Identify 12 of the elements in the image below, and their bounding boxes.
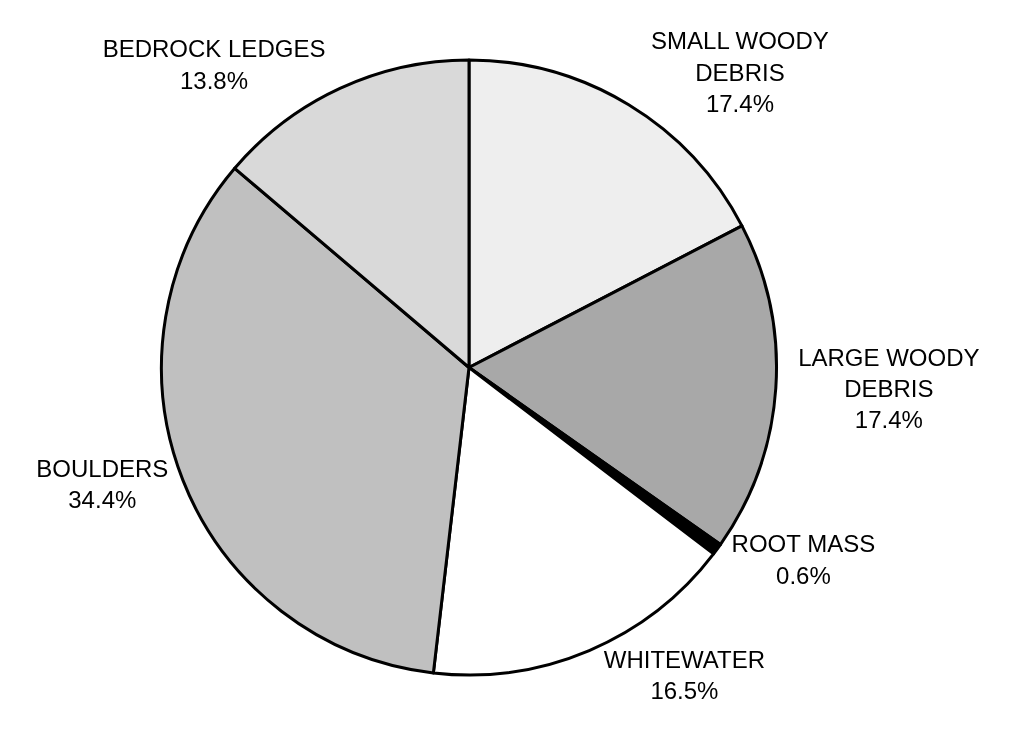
slice-label: BEDROCK LEDGES bbox=[102, 35, 326, 63]
slice-label: LARGE WOODY DEBRIS bbox=[798, 343, 980, 402]
data-label: 34.4% bbox=[68, 486, 137, 514]
data-label: 13.8% bbox=[180, 66, 249, 94]
slice-label: BOULDERS bbox=[36, 454, 169, 482]
slice-label: ROOT MASS bbox=[731, 530, 876, 558]
data-label: 17.4% bbox=[854, 406, 923, 434]
data-label: 0.6% bbox=[776, 561, 831, 589]
data-label: 16.5% bbox=[650, 677, 719, 705]
slice-label: WHITEWATER bbox=[603, 646, 766, 674]
data-label: 17.4% bbox=[705, 89, 774, 117]
slice-label: SMALL WOODY DEBRIS bbox=[651, 27, 829, 86]
